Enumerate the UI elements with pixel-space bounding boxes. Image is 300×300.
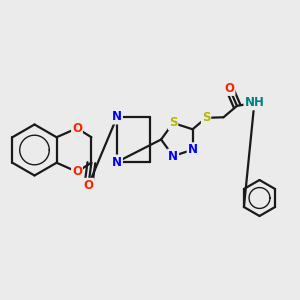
- Text: S: S: [169, 116, 177, 130]
- Text: N: N: [112, 110, 122, 124]
- Text: NH: NH: [244, 96, 264, 110]
- Text: N: N: [188, 143, 198, 156]
- Text: N: N: [168, 149, 178, 163]
- Text: O: O: [83, 179, 93, 192]
- Text: O: O: [72, 165, 82, 178]
- Text: O: O: [72, 122, 82, 135]
- Text: N: N: [112, 155, 122, 169]
- Text: O: O: [224, 82, 235, 95]
- Text: S: S: [202, 111, 210, 124]
